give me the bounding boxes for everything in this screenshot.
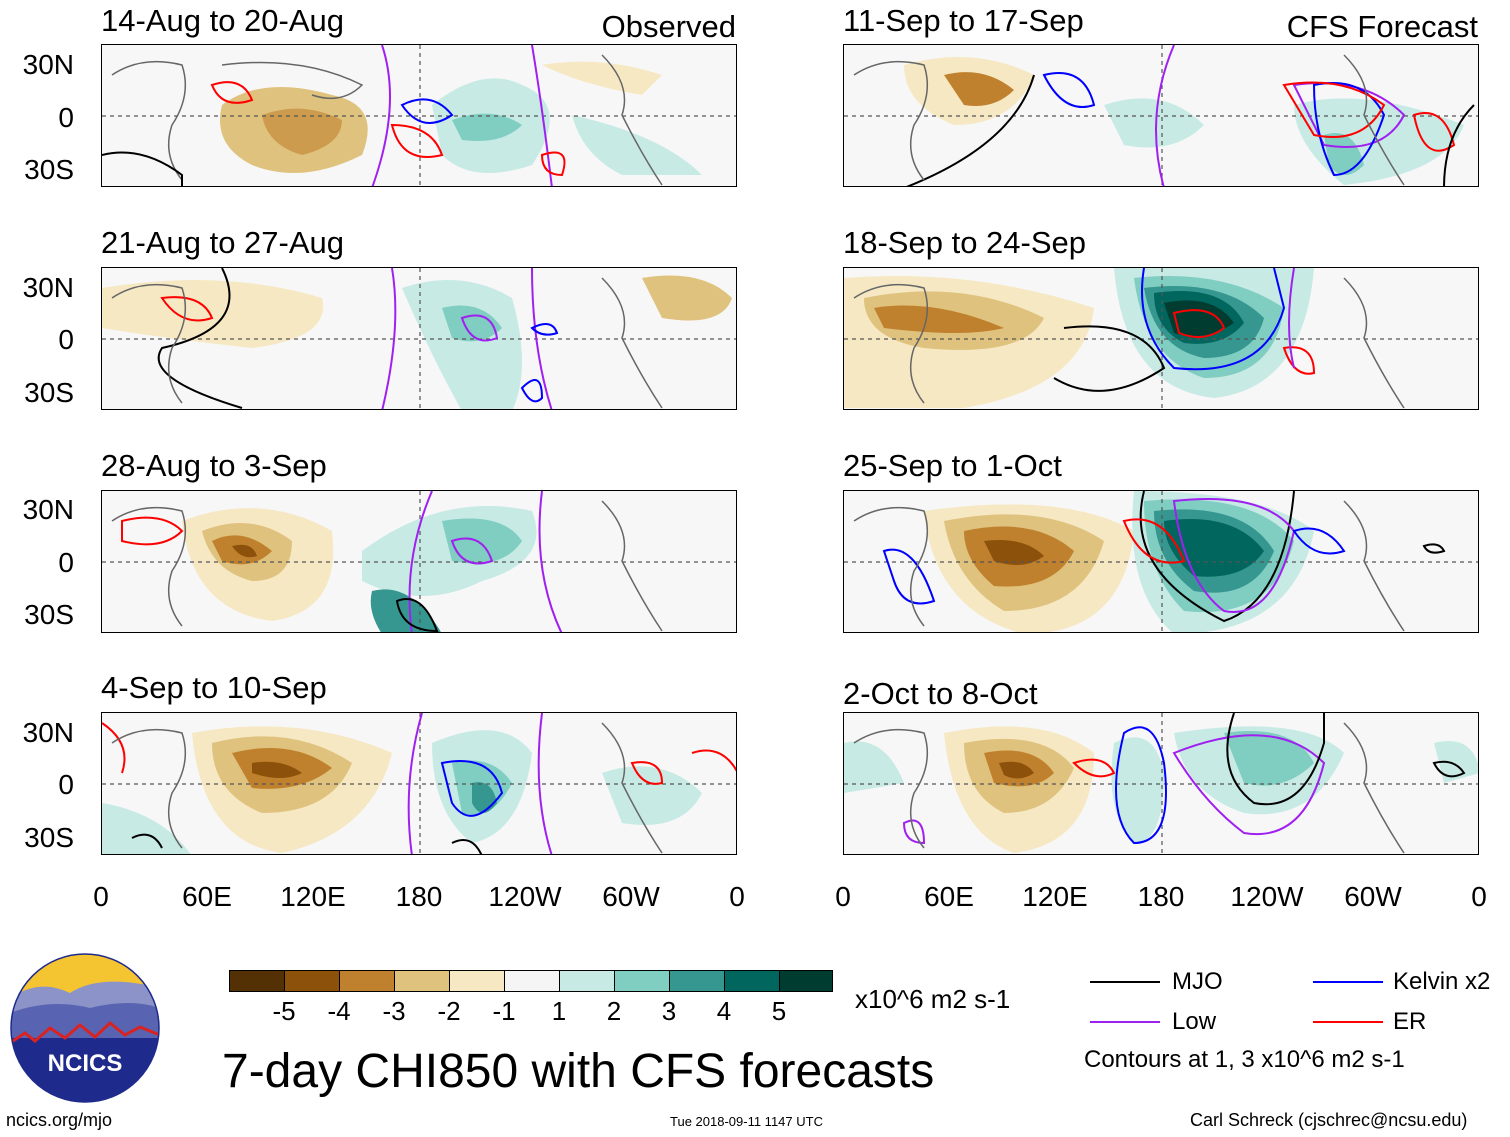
map-panel bbox=[843, 490, 1479, 633]
colorbar-tick: -1 bbox=[492, 996, 516, 1026]
contours-note: Contours at 1, 3 x10^6 m2 s-1 bbox=[1084, 1046, 1405, 1073]
colorbar-swatch bbox=[449, 970, 505, 992]
lon-label: 120W bbox=[488, 881, 562, 912]
lat-label-30n: 30N bbox=[22, 494, 74, 525]
legend-line-mjo bbox=[1090, 981, 1160, 983]
panel-title: 11-Sep to 17-Sep bbox=[843, 3, 1084, 38]
main-title: 7-day CHI850 with CFS forecasts bbox=[222, 1045, 935, 1098]
lat-label-0: 0 bbox=[58, 102, 74, 133]
colorbar-tick: -2 bbox=[437, 996, 461, 1026]
lon-label: 120E bbox=[280, 881, 346, 912]
lon-label: 180 bbox=[395, 881, 443, 912]
map-panel bbox=[101, 490, 737, 633]
lon-label: 0 bbox=[835, 881, 851, 912]
colorbar-swatch bbox=[504, 970, 560, 992]
footer-url[interactable]: ncics.org/mjo bbox=[6, 1110, 113, 1130]
colorbar-tick: 5 bbox=[771, 996, 787, 1026]
panel-title: 21-Aug to 27-Aug bbox=[101, 225, 345, 260]
lat-label-30n: 30N bbox=[22, 272, 74, 303]
lat-label-30s: 30S bbox=[24, 377, 74, 408]
map-panel bbox=[101, 712, 737, 855]
legend-line-low bbox=[1090, 1021, 1160, 1023]
colorbar-swatch bbox=[284, 970, 340, 992]
colorbar-swatch bbox=[394, 970, 450, 992]
lon-label: 0 bbox=[1471, 881, 1487, 912]
colorbar-tick: 4 bbox=[716, 996, 732, 1026]
lon-label: 120E bbox=[1022, 881, 1088, 912]
map-panel bbox=[843, 712, 1479, 855]
lon-label: 60E bbox=[924, 881, 974, 912]
colorbar-tick: -4 bbox=[327, 996, 351, 1026]
observed-label: Observed bbox=[601, 9, 736, 44]
lat-label-30s: 30S bbox=[24, 154, 74, 185]
logo-text: NCICS bbox=[48, 1050, 123, 1077]
colorbar-units: x10^6 m2 s-1 bbox=[855, 984, 1011, 1014]
colorbar-tick: -3 bbox=[382, 996, 406, 1026]
footer-timestamp: Tue 2018-09-11 1147 UTC bbox=[670, 1114, 823, 1129]
panel-title: 28-Aug to 3-Sep bbox=[101, 448, 327, 483]
lat-label-0: 0 bbox=[58, 769, 74, 800]
colorbar-tick: 3 bbox=[661, 996, 677, 1026]
lon-label: 60W bbox=[602, 881, 660, 912]
legend-label-mjo: MJO bbox=[1172, 968, 1223, 995]
lon-label: 60W bbox=[1344, 881, 1402, 912]
map-panel bbox=[101, 44, 737, 187]
colorbar-tick: 1 bbox=[551, 996, 567, 1026]
panel-title: 2-Oct to 8-Oct bbox=[843, 676, 1038, 711]
legend-line-kelvin bbox=[1313, 981, 1383, 983]
lat-label-30n: 30N bbox=[22, 49, 74, 80]
colorbar-swatch bbox=[724, 970, 780, 992]
lat-label-30s: 30S bbox=[24, 822, 74, 853]
colorbar-tick: -5 bbox=[272, 996, 296, 1026]
lat-label-0: 0 bbox=[58, 547, 74, 578]
ncics-logo: NCICS bbox=[10, 953, 160, 1103]
panel-title: 14-Aug to 20-Aug bbox=[101, 3, 345, 38]
colorbar-swatch bbox=[559, 970, 615, 992]
legend-label-kelvin: Kelvin x2 bbox=[1393, 968, 1491, 995]
lon-label: 60E bbox=[182, 881, 232, 912]
lat-label-0: 0 bbox=[58, 324, 74, 355]
lon-label: 0 bbox=[93, 881, 109, 912]
lon-label: 0 bbox=[729, 881, 745, 912]
colorbar-tick: 2 bbox=[606, 996, 622, 1026]
legend-label-low: Low bbox=[1172, 1008, 1217, 1035]
colorbar-swatch bbox=[614, 970, 670, 992]
panel-title: 25-Sep to 1-Oct bbox=[843, 448, 1062, 483]
lat-label-30n: 30N bbox=[22, 717, 74, 748]
panel-title: 18-Sep to 24-Sep bbox=[843, 225, 1087, 260]
legend-label-er: ER bbox=[1393, 1008, 1427, 1035]
map-panel bbox=[843, 44, 1479, 187]
colorbar-swatch bbox=[779, 970, 833, 992]
footer-credit: Carl Schreck (cjschrec@ncsu.edu) bbox=[1190, 1110, 1468, 1130]
map-panel bbox=[843, 267, 1479, 410]
colorbar-swatch bbox=[669, 970, 725, 992]
colorbar-swatch bbox=[229, 970, 285, 992]
colorbar-swatch bbox=[339, 970, 395, 992]
legend-line-er bbox=[1313, 1021, 1383, 1023]
cfs-forecast-label: CFS Forecast bbox=[1286, 9, 1478, 44]
lon-label: 180 bbox=[1137, 881, 1185, 912]
panel-title: 4-Sep to 10-Sep bbox=[101, 670, 327, 705]
map-panel bbox=[101, 267, 737, 410]
lat-label-30s: 30S bbox=[24, 599, 74, 630]
lon-label: 120W bbox=[1230, 881, 1304, 912]
